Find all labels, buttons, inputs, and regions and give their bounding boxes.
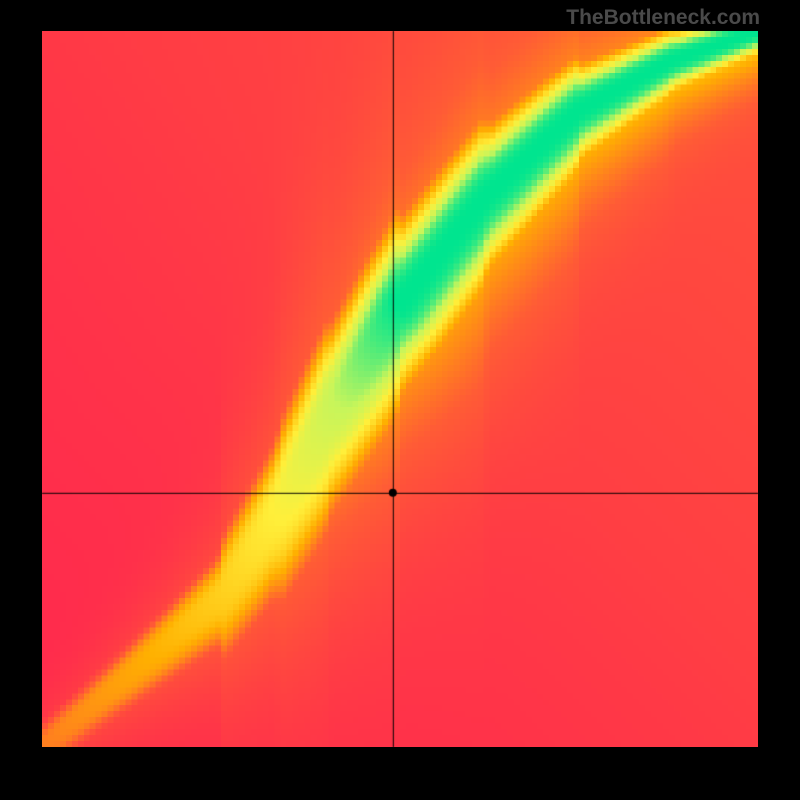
bottleneck-heatmap bbox=[42, 31, 758, 747]
watermark-text: TheBottleneck.com bbox=[566, 6, 760, 30]
chart-container: TheBottleneck.com bbox=[0, 0, 800, 800]
